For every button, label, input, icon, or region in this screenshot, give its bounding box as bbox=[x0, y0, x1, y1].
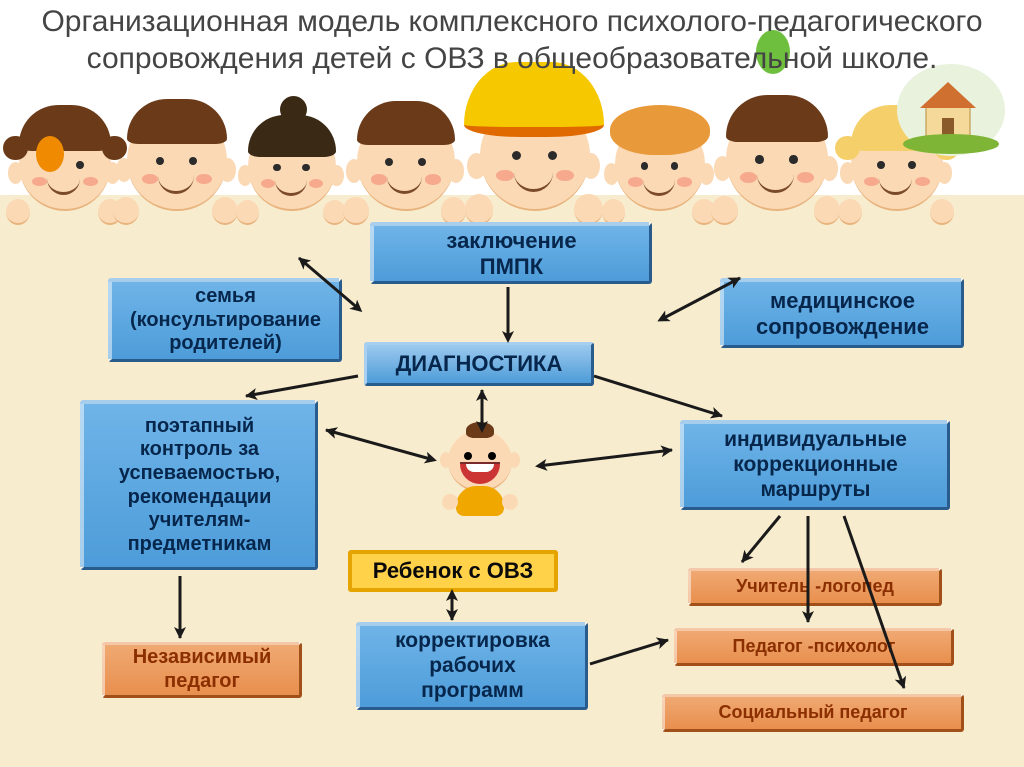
node-diag: ДИАГНОСТИКА bbox=[364, 342, 594, 386]
node-family: семья(консультированиеродителей) bbox=[108, 278, 342, 362]
child-figure bbox=[448, 430, 512, 492]
node-routes: индивидуальныекоррекционныемаршруты bbox=[680, 420, 950, 510]
page-title: Организационная модель комплексного псих… bbox=[0, 4, 1024, 77]
node-social: Социальный педагог bbox=[662, 694, 964, 732]
node-korr: корректировкарабочихпрограмм bbox=[356, 622, 588, 710]
node-label: Педагог -психолог bbox=[685, 636, 943, 657]
node-pmpk: заключениеПМПК bbox=[370, 222, 652, 284]
hair bbox=[248, 115, 335, 157]
hair bbox=[726, 95, 828, 141]
node-logoped: Учитель -логопед bbox=[688, 568, 942, 606]
diagram-body: заключениеПМПК семья(консультированиероди… bbox=[0, 195, 1024, 767]
node-label: Ребенок с ОВЗ bbox=[360, 558, 546, 584]
balloon-orange bbox=[36, 136, 64, 172]
node-control: поэтапныйконтроль зауспеваемостью,рекоме… bbox=[80, 400, 318, 570]
node-label: поэтапныйконтроль зауспеваемостью,рекоме… bbox=[92, 415, 307, 557]
kid-6 bbox=[716, 73, 838, 215]
hair bbox=[610, 105, 709, 155]
node-child: Ребенок с ОВЗ bbox=[348, 550, 558, 592]
node-label: Учитель -логопед bbox=[699, 576, 931, 597]
kid-4 bbox=[470, 65, 600, 215]
children-header-row bbox=[0, 55, 1024, 215]
node-label: ДИАГНОСТИКА bbox=[375, 351, 583, 377]
hair bbox=[127, 99, 226, 144]
node-label: семья(консультированиеродителей) bbox=[120, 285, 331, 356]
node-psych: Педагог -психолог bbox=[674, 628, 954, 666]
node-label: индивидуальныекоррекционныемаршруты bbox=[692, 428, 939, 502]
node-label: Социальный педагог bbox=[673, 702, 953, 723]
diagram-stage: Организационная модель комплексного псих… bbox=[0, 0, 1024, 767]
hair bbox=[357, 101, 454, 145]
node-med: медицинскоесопровождение bbox=[720, 278, 964, 348]
node-label: Независимыйпедагог bbox=[113, 646, 291, 693]
node-label: заключениеПМПК bbox=[382, 228, 641, 280]
node-label: корректировкарабочихпрограмм bbox=[368, 629, 577, 703]
hair bbox=[19, 105, 111, 151]
balloon-shape bbox=[36, 136, 64, 172]
node-indep: Независимыйпедагог bbox=[102, 642, 302, 698]
node-label: медицинскоесопровождение bbox=[732, 288, 953, 340]
